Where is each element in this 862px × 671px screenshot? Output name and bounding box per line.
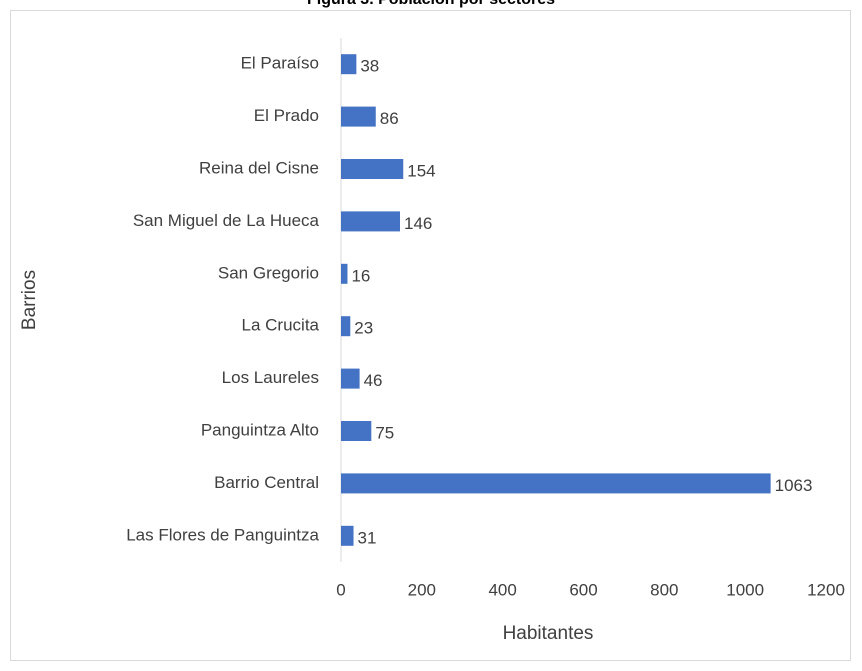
y-tick-label: San Miguel de La Hueca [133, 211, 320, 230]
value-label: 31 [358, 528, 377, 547]
y-tick-label: El Paraíso [241, 54, 319, 73]
value-label: 46 [364, 371, 383, 390]
value-label: 1063 [775, 476, 813, 495]
y-tick-label: La Crucita [242, 316, 320, 335]
bar [341, 368, 360, 389]
y-axis-title: Barrios [19, 270, 40, 330]
x-axis-title: Habitantes [503, 623, 594, 644]
x-tick-label: 800 [650, 580, 678, 599]
chart-title: Figura 3. Población por sectores [307, 0, 555, 8]
bar [341, 159, 404, 179]
y-tick-label: Las Flores de Panguintza [126, 525, 319, 544]
bar [341, 106, 376, 127]
bar [341, 263, 348, 284]
chart-frame [10, 10, 851, 661]
bar [341, 473, 771, 494]
y-tick-label: Los Laureles [222, 368, 319, 387]
x-tick-label: 1000 [726, 580, 764, 599]
value-label: 146 [404, 214, 432, 233]
bar [341, 211, 401, 232]
bar [341, 421, 372, 441]
value-label: 75 [375, 423, 394, 442]
y-tick-label: San Gregorio [218, 263, 319, 282]
x-tick-label: 400 [488, 580, 516, 599]
y-tick-label: Barrio Central [214, 473, 319, 492]
value-label: 16 [351, 266, 370, 285]
bar [341, 525, 354, 546]
value-label: 23 [354, 319, 373, 338]
bar [341, 316, 351, 337]
x-tick-label: 1200 [807, 580, 845, 599]
x-tick-label: 200 [408, 580, 436, 599]
y-tick-label: Panguintza Alto [201, 420, 319, 439]
y-tick-label: El Prado [254, 106, 319, 125]
value-label: 154 [407, 161, 435, 180]
x-tick-label: 600 [569, 580, 597, 599]
x-tick-label: 0 [336, 580, 345, 599]
value-label: 38 [360, 57, 379, 76]
bar [341, 54, 357, 75]
y-tick-label: Reina del Cisne [199, 158, 319, 177]
value-label: 86 [380, 109, 399, 128]
